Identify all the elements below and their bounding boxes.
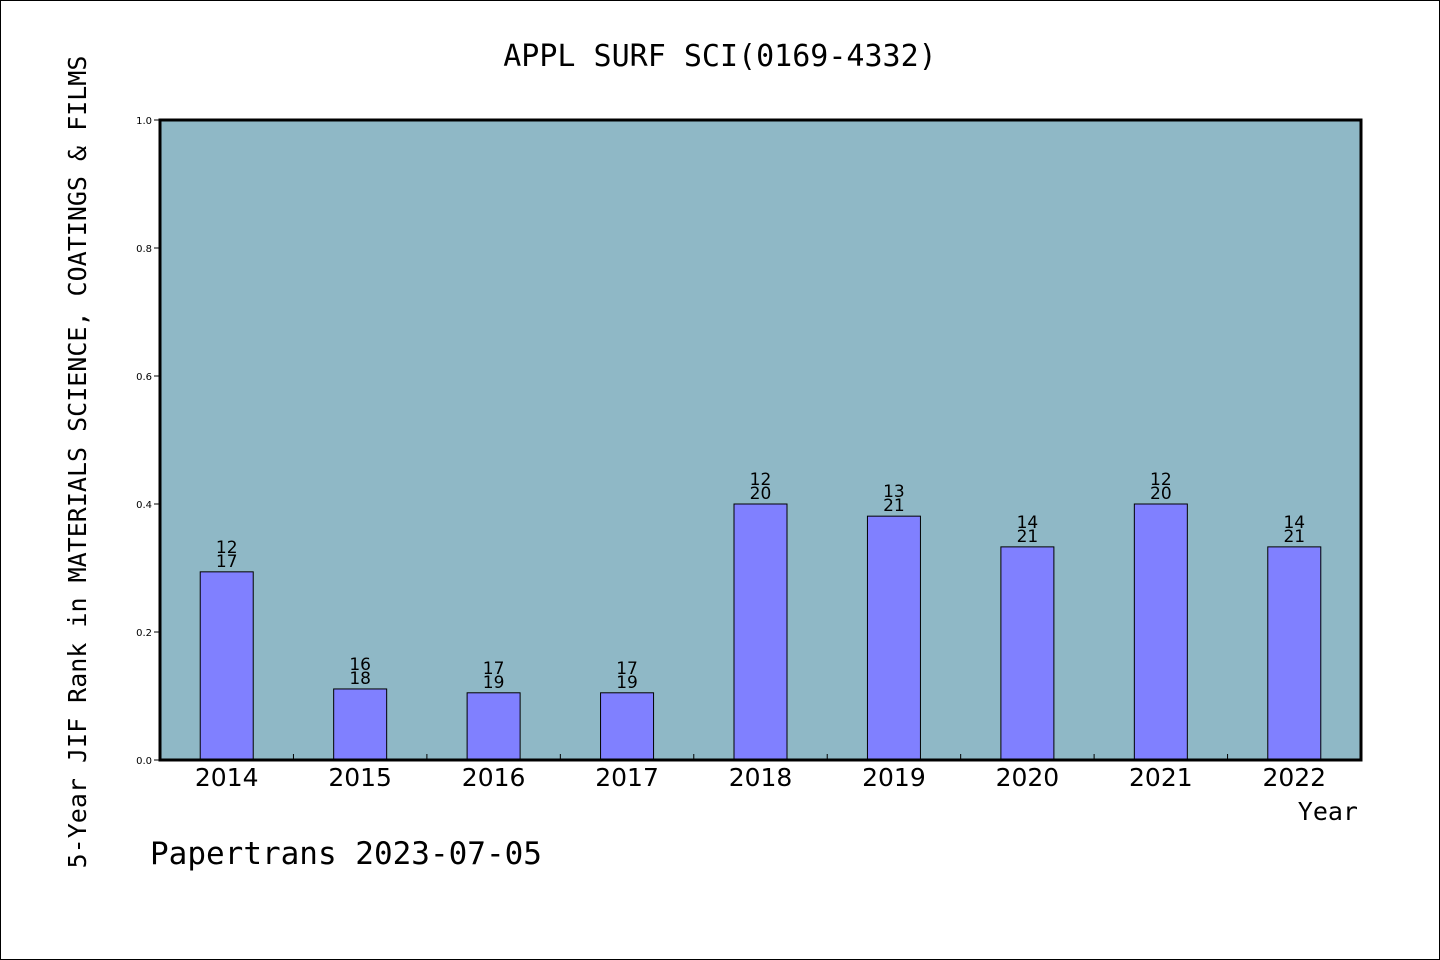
x-tick-label: 2017 bbox=[595, 763, 659, 792]
bar-label-total: 20 bbox=[750, 484, 772, 504]
bar bbox=[600, 692, 655, 761]
bar bbox=[733, 503, 788, 761]
bar-label-total: 18 bbox=[349, 669, 371, 689]
x-tick-label: 2021 bbox=[1129, 763, 1193, 792]
bar bbox=[199, 571, 254, 761]
x-tick-label: 2016 bbox=[462, 763, 526, 792]
x-tick-label: 2019 bbox=[862, 763, 926, 792]
y-tick-label: 0.4 bbox=[136, 500, 152, 511]
x-tick-label: 2022 bbox=[1262, 763, 1326, 792]
x-tick-label: 2015 bbox=[328, 763, 392, 792]
bar-label-rank: 12 bbox=[216, 538, 238, 558]
bar-label-total: 21 bbox=[1283, 527, 1305, 547]
bar bbox=[1000, 546, 1055, 761]
y-tick-label: 0.0 bbox=[136, 756, 152, 767]
bar-label-total: 19 bbox=[616, 673, 638, 693]
bar bbox=[1267, 546, 1322, 761]
chart-title: APPL SURF SCI(0169-4332) bbox=[503, 39, 936, 74]
plot-border bbox=[158, 118, 1363, 762]
bar-label-total: 19 bbox=[483, 673, 505, 693]
y-tick-label: 0.2 bbox=[136, 628, 152, 639]
y-tick-label: 0.8 bbox=[136, 244, 152, 255]
bar-label-rank: 14 bbox=[1283, 513, 1305, 533]
bar-label-rank: 12 bbox=[1150, 470, 1172, 490]
bar-label-rank: 16 bbox=[349, 655, 371, 675]
bar bbox=[466, 692, 521, 761]
y-tick-label: 1.0 bbox=[136, 116, 152, 127]
y-axis: 0.0 0.2 0.4 0.6 0.8 1.0 bbox=[136, 116, 160, 767]
x-axis-label: Year bbox=[1298, 797, 1358, 826]
y-tick-label: 0.6 bbox=[136, 372, 152, 383]
x-tick-label: 2020 bbox=[996, 763, 1060, 792]
bar bbox=[1133, 503, 1188, 761]
bar-label-rank: 12 bbox=[750, 470, 772, 490]
bar-label-rank: 17 bbox=[616, 659, 638, 679]
x-tick-label: 2018 bbox=[729, 763, 793, 792]
bar-label-total: 21 bbox=[883, 496, 905, 516]
x-axis: 2014 2015 2016 2017 2018 2019 2020 2021 2022 bbox=[195, 754, 1326, 792]
y-axis-label: 5-Year JIF Rank in MATERIALS SCIENCE, CO… bbox=[63, 56, 92, 869]
bar-label-total: 20 bbox=[1150, 484, 1172, 504]
bar-label-rank: 17 bbox=[483, 659, 505, 679]
bar bbox=[333, 688, 388, 761]
x-tick-label: 2014 bbox=[195, 763, 259, 792]
bar-label-rank: 14 bbox=[1017, 513, 1039, 533]
bar-label-rank: 13 bbox=[883, 482, 905, 502]
bar-label-total: 21 bbox=[1017, 527, 1039, 547]
footer-source: Papertrans 2023-07-05 bbox=[150, 836, 542, 872]
bar bbox=[866, 515, 921, 761]
bar-label-total: 17 bbox=[216, 552, 238, 572]
